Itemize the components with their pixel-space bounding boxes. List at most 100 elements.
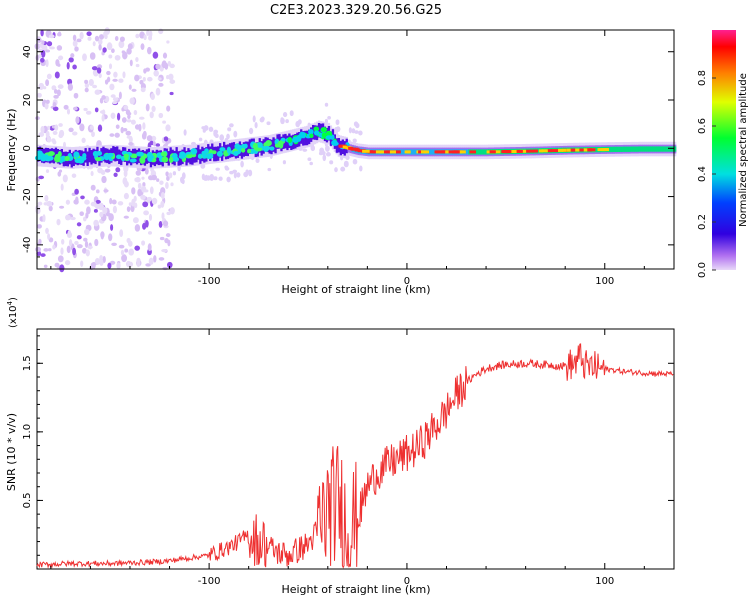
- ridge-blob: [331, 139, 338, 146]
- noise-blob: [352, 158, 358, 165]
- noise-blob: [181, 172, 186, 180]
- noise-blob: [120, 249, 125, 256]
- noise-blob: [57, 171, 62, 177]
- noise-blob: [355, 122, 360, 129]
- noise-blob: [324, 102, 329, 107]
- noise-blob: [150, 93, 155, 101]
- noise-blob: [74, 46, 79, 52]
- noise-blob: [122, 71, 126, 79]
- noise-blob: [68, 239, 73, 247]
- noise-blob: [236, 172, 241, 178]
- noise-blob: [148, 35, 153, 41]
- noise-blob: [146, 30, 150, 36]
- ridge-blob: [139, 156, 146, 164]
- ridge-peak: [469, 150, 477, 154]
- ridge-blob: [115, 154, 122, 160]
- noise-blob: [95, 189, 100, 194]
- band-core: [286, 135, 289, 151]
- band-inner: [484, 149, 487, 155]
- noise-blob: [148, 213, 153, 221]
- noise-blob: [151, 197, 158, 205]
- noise-blob: [104, 27, 110, 35]
- noise-blob: [219, 134, 225, 141]
- ridge-blob: [40, 155, 47, 162]
- ridge-peak: [502, 150, 511, 154]
- noise-blob: [128, 240, 133, 247]
- ridge-blob: [82, 152, 87, 159]
- noise-blob: [227, 127, 232, 132]
- noise-blob: [92, 84, 98, 89]
- noise-blob: [116, 112, 121, 121]
- noise-blob: [85, 110, 92, 115]
- noise-blob: [208, 126, 214, 132]
- noise-blob: [94, 107, 99, 113]
- ridge-blob: [77, 157, 85, 164]
- noise-blob: [159, 236, 165, 241]
- noise-blob: [108, 63, 113, 70]
- noise-blob: [111, 48, 115, 54]
- noise-blob: [69, 216, 76, 221]
- noise-blob: [285, 119, 289, 124]
- ridge-blob: [137, 151, 144, 157]
- noise-blob: [59, 264, 65, 273]
- band-inner: [537, 148, 540, 154]
- band-core: [52, 148, 56, 164]
- ridge-peak: [551, 149, 559, 153]
- noise-blob: [255, 158, 260, 164]
- band-inner: [674, 146, 677, 152]
- noise-blob: [115, 124, 120, 129]
- ridge-blob: [197, 153, 203, 159]
- noise-blob: [148, 257, 154, 265]
- ridge-blob: [129, 158, 137, 163]
- noise-blob: [149, 111, 154, 119]
- noise-blob: [128, 84, 132, 90]
- noise-blob: [83, 237, 88, 242]
- ridge-peak: [389, 150, 396, 154]
- noise-blob: [133, 110, 138, 116]
- noise-blob: [167, 239, 171, 247]
- band-core: [304, 130, 307, 146]
- noise-blob: [136, 257, 141, 264]
- x-tick-label: 100: [595, 576, 614, 587]
- noise-blob: [83, 107, 88, 112]
- noise-blob: [99, 97, 104, 104]
- noise-blob: [166, 211, 171, 216]
- noise-blob: [329, 160, 334, 165]
- noise-blob: [113, 172, 118, 178]
- noise-blob: [82, 216, 87, 222]
- ridge-blob: [265, 140, 272, 147]
- noise-blob: [76, 244, 83, 249]
- spectrogram-panel: -100 0 100 -40 -20 0 20 40 Height of straight l…: [5, 27, 677, 296]
- noise-blob: [45, 79, 50, 87]
- noise-blob: [81, 137, 86, 144]
- noise-blob: [152, 141, 156, 147]
- ridge-blob: [233, 150, 239, 157]
- noise-blob: [162, 120, 167, 124]
- noise-blob: [74, 188, 79, 195]
- noise-blob: [73, 92, 79, 99]
- noise-blob: [109, 260, 116, 265]
- noise-blob: [295, 120, 301, 128]
- noise-blob: [90, 171, 94, 177]
- noise-blob: [128, 141, 134, 146]
- band-inner: [466, 149, 469, 155]
- ridge-blob: [172, 153, 178, 159]
- noise-blob: [164, 62, 169, 70]
- noise-blob: [58, 133, 64, 139]
- ridge-peak: [589, 148, 596, 152]
- ridge-blob: [240, 148, 246, 153]
- noise-blob: [89, 52, 96, 60]
- band-core: [114, 146, 117, 162]
- noise-blob: [169, 63, 175, 69]
- band-core: [92, 148, 95, 164]
- noise-blob: [240, 160, 244, 168]
- noise-blob: [229, 123, 234, 128]
- ridge-peak: [458, 150, 466, 154]
- noise-blob: [54, 124, 59, 131]
- noise-blob: [79, 31, 84, 40]
- noise-blob: [38, 175, 45, 180]
- colorbar-tick-label: 0.6: [697, 118, 708, 134]
- noise-blob: [352, 138, 357, 144]
- noise-blob: [66, 108, 71, 115]
